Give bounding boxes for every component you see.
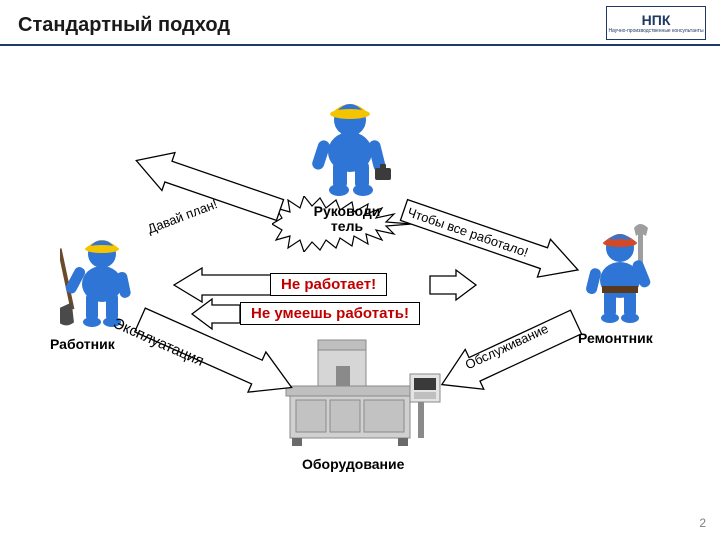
page-number: 2 (699, 516, 706, 530)
arrow-mgr-to-worker (130, 142, 287, 229)
arrows-layer (0, 0, 720, 540)
arrow-callout2-left (192, 299, 240, 329)
callout-cant-work: Не умеешь работать! (240, 302, 420, 325)
arrow-equip-to-worker (174, 268, 282, 302)
callout-not-working: Не работает! (270, 273, 387, 296)
arrow-callout1-right (430, 270, 476, 300)
